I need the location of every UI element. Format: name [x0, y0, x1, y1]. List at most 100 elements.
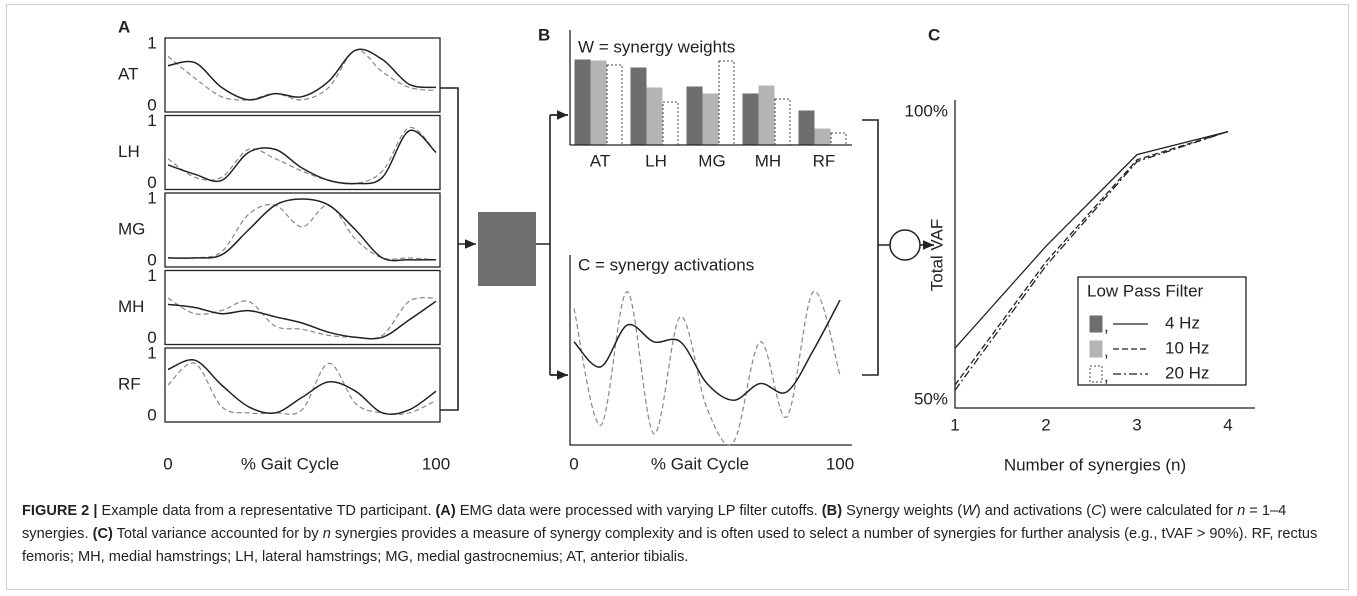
weight-bar [758, 85, 775, 146]
x-tick-label: 100 [422, 454, 450, 473]
muscle-label: RF [118, 374, 141, 393]
emg-curve-dashed [167, 297, 437, 340]
y-tick-label: 0 [147, 328, 156, 347]
weight-bar [606, 64, 623, 146]
weight-bar [646, 87, 663, 146]
caption-text: EMG data were processed with varying LP … [455, 503, 822, 519]
caption-text: Example data from a representative TD pa… [97, 503, 436, 519]
panel-label: A [118, 17, 130, 36]
vaf-line [954, 130, 1229, 386]
x-axis-label: % Gait Cycle [241, 454, 339, 473]
emg-curve [167, 359, 437, 415]
axes [954, 100, 1255, 409]
caption-text: W [962, 503, 976, 519]
y-tick-label: 0 [147, 250, 156, 269]
caption-text: n [1237, 503, 1246, 519]
figure-frame [6, 4, 1349, 590]
activations-title: C = synergy activations [578, 255, 754, 274]
activations-frame [569, 255, 852, 446]
legend-swatch [1089, 315, 1103, 333]
y-tick-label: 1 [147, 266, 156, 285]
weights-title: W = synergy weights [578, 37, 735, 56]
weight-bar [662, 101, 679, 146]
y-tick-label: 0 [147, 95, 156, 114]
legend-separator: , [1104, 341, 1109, 360]
y-tick-label: 1 [147, 343, 156, 362]
bracket-b [862, 119, 890, 376]
muscle-label: LH [118, 142, 140, 161]
caption-text: (A) [435, 503, 456, 519]
x-tick-label: 0 [163, 454, 172, 473]
panel-label: C [928, 25, 940, 44]
x-tick-label: AT [590, 151, 610, 170]
caption-text: Total variance accounted for by [112, 526, 323, 542]
legend-swatch [1089, 340, 1103, 358]
activation-curve-dashed [573, 291, 841, 446]
vaf-line [954, 130, 1229, 391]
weight-bar [830, 132, 847, 146]
emg-curve [167, 129, 437, 185]
y-tick-label: 50% [914, 389, 948, 408]
emg-curve [167, 300, 437, 340]
y-tick-label: 100% [905, 101, 948, 120]
caption-text: ) were calculated for [1101, 503, 1238, 519]
x-tick-label: 0 [569, 454, 578, 473]
emg-curve-dashed [167, 204, 437, 261]
muscle-label: MG [118, 219, 145, 238]
legend-separator: , [1104, 316, 1109, 335]
emg-curve-dashed [167, 127, 437, 185]
emg-curve-dashed [167, 49, 437, 101]
weight-bar [702, 93, 719, 146]
x-tick-label: 2 [1041, 415, 1050, 434]
caption-text: Synergy weights ( [842, 503, 963, 519]
legend-separator: , [1104, 366, 1109, 385]
y-tick-label: 1 [147, 188, 156, 207]
weight-bar [742, 93, 759, 146]
muscle-label: MH [118, 297, 144, 316]
y-tick-label: 1 [147, 33, 156, 52]
vaf-line [954, 130, 1229, 349]
bracket-a [440, 87, 476, 411]
caption-text: = 1–4 synergies. [22, 503, 1287, 542]
weight-bar [798, 110, 815, 146]
weight-bar [630, 67, 647, 146]
legend-label: 4 Hz [1165, 313, 1200, 332]
y-tick-label: 1 [147, 111, 156, 130]
y-tick-label: 0 [147, 405, 156, 424]
nmf-box [478, 212, 536, 286]
connectors [440, 87, 934, 411]
caption-text: (B) [821, 503, 843, 519]
x-tick-label: 1 [950, 415, 959, 434]
weight-bar [718, 60, 735, 146]
x-axis-label: Number of synergies (n) [1004, 455, 1186, 474]
legend-title: Low Pass Filter [1087, 281, 1204, 300]
legend-swatch [1089, 365, 1103, 383]
subplot-frame [164, 114, 441, 191]
emg-curve [167, 48, 437, 101]
weight-bar [774, 98, 791, 146]
weight-bar [686, 86, 703, 146]
x-axis-label: % Gait Cycle [651, 454, 749, 473]
caption-text: C [1091, 503, 1102, 519]
caption-text: n [322, 526, 331, 542]
caption-text: (C) [92, 526, 113, 542]
emg-curve [167, 198, 437, 262]
x-tick-label: 4 [1223, 415, 1232, 434]
x-tick-label: MH [755, 151, 781, 170]
caption: FIGURE 2 | Example data from a represent… [22, 500, 1340, 569]
x-tick-label: 3 [1132, 415, 1141, 434]
legend-label: 10 Hz [1165, 338, 1209, 357]
split [536, 114, 568, 376]
multiply-circle [889, 229, 921, 261]
emg-curve-dashed [167, 362, 437, 415]
x-tick-label: LH [645, 151, 667, 170]
panel-label: B [538, 25, 550, 44]
caption-text: FIGURE 2 | [22, 503, 98, 519]
subplot-frame [164, 37, 441, 113]
x-tick-label: MG [698, 151, 725, 170]
muscle-label: AT [118, 64, 138, 83]
caption-text: synergies provides a measure of synergy … [22, 526, 1318, 565]
activation-curve [573, 299, 841, 402]
